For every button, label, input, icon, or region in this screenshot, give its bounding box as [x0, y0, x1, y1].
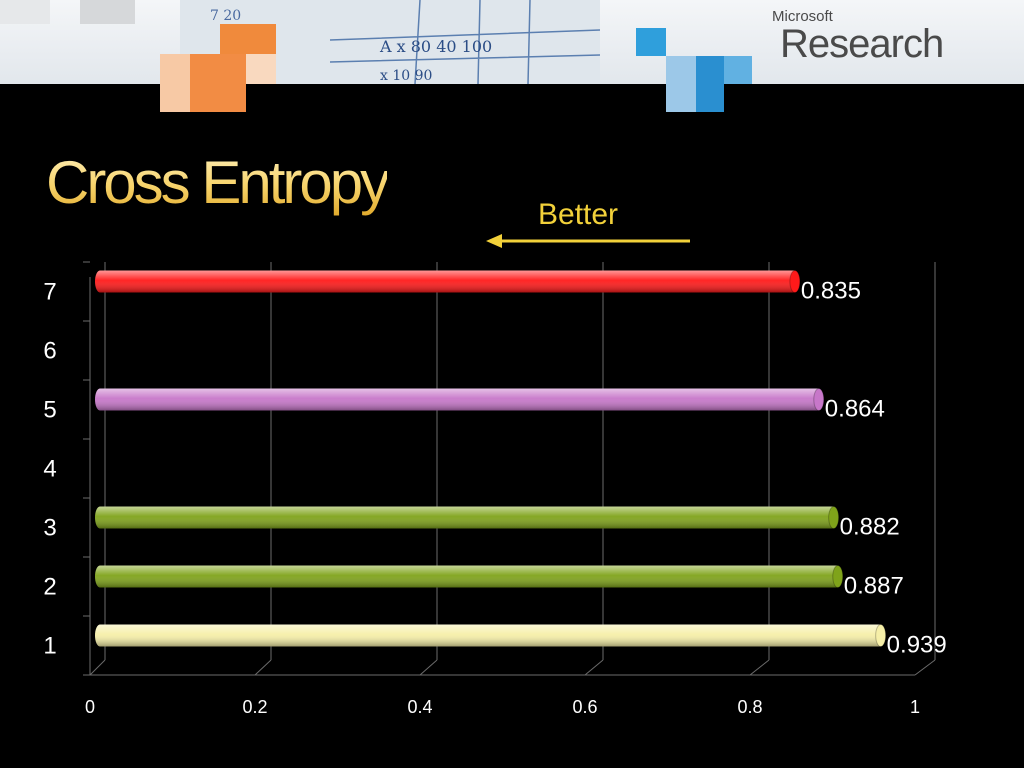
bar-cap: [875, 624, 887, 647]
orange-tile-decoration: [190, 84, 246, 112]
y-tick-label: 3: [43, 515, 56, 542]
research-logo-text: Research: [780, 22, 944, 66]
data-label: 0.887: [844, 573, 904, 600]
data-label: 0.882: [840, 514, 900, 541]
gridline-depth: [749, 659, 770, 676]
x-tick-labels: 0 0.2 0.4 0.6 0.8 1: [85, 697, 920, 717]
y-tick-label: 7: [43, 279, 56, 306]
data-label: 0.939: [887, 632, 947, 659]
y-tick-label: 5: [43, 397, 56, 424]
y-tick-label: 2: [43, 574, 56, 601]
bar-shading: [95, 565, 842, 588]
bar-cap: [789, 270, 801, 293]
orange-tile-decoration: [160, 84, 190, 112]
chart-bars: [95, 270, 887, 647]
x-tick-label: 0.6: [572, 697, 597, 717]
bar-cap: [828, 506, 840, 529]
x-tick-label: 1: [910, 697, 920, 717]
bar-cap: [813, 388, 825, 411]
microsoft-logo-text: Microsoft: [772, 8, 833, 25]
blue-tile-decoration: [666, 84, 696, 112]
y-tick-labels: 1 2 3 4 5 6 7: [43, 279, 56, 660]
bar-shading: [95, 270, 799, 293]
gridline-depth: [89, 659, 106, 676]
left-arrow-icon: [486, 234, 690, 248]
x-tick-label: 0.2: [242, 697, 267, 717]
svg-text:7 20: 7 20: [210, 8, 241, 24]
bar-shading: [95, 624, 885, 647]
gridline-depth: [254, 659, 272, 676]
svg-text:x 10 90: x 10 90: [380, 68, 432, 84]
data-label: 0.835: [801, 278, 861, 305]
x-tick-label: 0.8: [737, 697, 762, 717]
blue-tile-decoration: [696, 84, 724, 112]
y-tick-label: 1: [43, 633, 56, 660]
chart-gridlines: [89, 262, 936, 676]
svg-text:A x 80 40 100: A x 80 40 100: [379, 37, 492, 56]
bar-shading: [95, 506, 838, 529]
x-tick-label: 0: [85, 697, 95, 717]
chart-axes: [83, 261, 915, 676]
bar-cap: [832, 565, 844, 588]
gridline-depth: [914, 659, 936, 676]
gridline-depth: [584, 659, 604, 676]
data-label: 0.864: [825, 396, 885, 423]
better-annotation: Better: [538, 198, 619, 231]
y-tick-label: 6: [43, 338, 56, 365]
bar-shading: [95, 388, 823, 411]
page-title: Cross Entropy: [46, 149, 390, 216]
x-tick-label: 0.4: [407, 697, 432, 717]
header-banner: A x 80 40 100 x 10 90 7 20 Microsoft Res…: [0, 0, 1024, 84]
y-tick-label: 4: [43, 456, 56, 483]
gridline-depth: [419, 659, 438, 676]
data-labels: 0.939 0.887 0.882 0.864 0.835: [801, 278, 947, 659]
